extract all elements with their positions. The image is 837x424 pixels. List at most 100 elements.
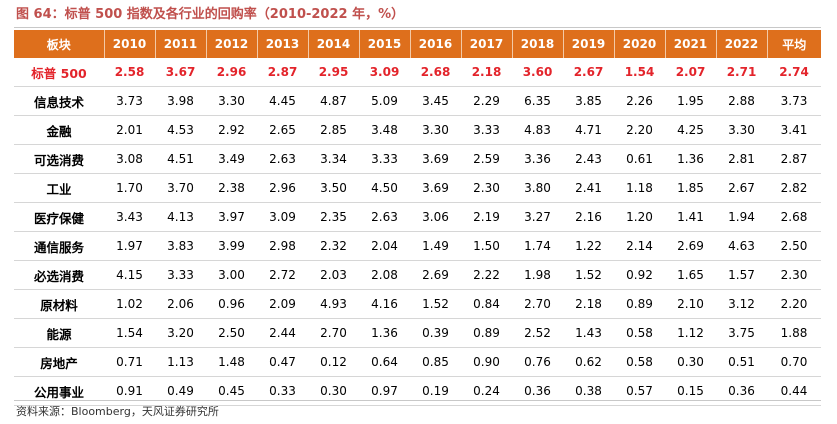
header-cell-year: 2012 [206,30,258,58]
value-cell: 2.69 [665,231,716,261]
average-value-cell: 2.87 [767,144,821,174]
table-row-index: 标普 500 2.58 3.67 2.96 2.87 2.95 3.09 2.68 2.18 3.… [14,58,821,87]
table-row: 可选消费 3.08 4.51 3.49 2.63 3.34 3.33 3.69 2.59 3.36… [14,144,821,174]
value-cell: 1.22 [563,231,614,261]
average-value-cell: 0.70 [767,347,821,377]
top-divider [14,27,821,28]
value-cell: 0.58 [614,347,665,377]
value-cell: 2.81 [716,144,767,174]
value-cell: 1.57 [716,260,767,290]
sector-name-cell: 可选消费 [14,144,104,174]
value-cell: 3.97 [206,202,257,232]
table-row: 信息技术 3.73 3.98 3.30 4.45 4.87 5.09 3.45 2.29 6.35… [14,86,821,116]
value-cell: 3.30 [716,115,767,145]
sector-name-cell: 原材料 [14,289,104,319]
value-cell: 0.89 [614,289,665,319]
sector-name-cell: 房地产 [14,347,104,377]
header-cell-year: 2015 [359,30,411,58]
header-cell-year: 2021 [665,30,717,58]
value-cell: 0.85 [410,347,461,377]
value-cell: 3.20 [155,318,206,348]
average-value-cell: 2.68 [767,202,821,232]
value-cell: 2.50 [206,318,257,348]
value-cell: 2.59 [461,144,512,174]
value-cell: 4.51 [155,144,206,174]
value-cell: 3.27 [512,202,563,232]
value-cell: 1.13 [155,347,206,377]
table-body: 标普 500 2.58 3.67 2.96 2.87 2.95 3.09 2.68 2.18 3.… [14,58,821,406]
value-cell: 2.32 [308,231,359,261]
value-cell: 2.70 [512,289,563,319]
value-cell: 2.09 [257,289,308,319]
value-cell: 2.16 [563,202,614,232]
value-cell: 0.33 [257,376,308,406]
value-cell: 3.85 [563,86,614,116]
value-cell: 0.97 [359,376,410,406]
value-cell: 3.70 [155,173,206,203]
average-value-cell: 0.44 [767,376,821,406]
sector-name-cell: 信息技术 [14,86,104,116]
value-cell: 2.96 [206,58,257,87]
value-cell: 1.43 [563,318,614,348]
table-row: 工业 1.70 3.70 2.38 2.96 3.50 4.50 3.69 2.30 3.80 2.… [14,173,821,203]
table-row: 房地产 0.71 1.13 1.48 0.47 0.12 0.64 0.85 0.90 0.76 0… [14,347,821,377]
value-cell: 0.91 [104,376,155,406]
value-cell: 2.67 [563,58,614,87]
value-cell: 4.83 [512,115,563,145]
value-cell: 1.54 [614,58,665,87]
value-cell: 1.41 [665,202,716,232]
value-cell: 0.45 [206,376,257,406]
header-cell-year: 2019 [563,30,615,58]
value-cell: 0.96 [206,289,257,319]
value-cell: 1.65 [665,260,716,290]
value-cell: 1.12 [665,318,716,348]
value-cell: 1.85 [665,173,716,203]
header-cell-average: 平均 [767,30,821,58]
value-cell: 3.33 [359,144,410,174]
value-cell: 1.70 [104,173,155,203]
value-cell: 0.30 [308,376,359,406]
value-cell: 3.60 [512,58,563,87]
value-cell: 3.69 [410,144,461,174]
sector-name-cell: 公用事业 [14,376,104,406]
value-cell: 2.98 [257,231,308,261]
value-cell: 3.09 [359,58,410,87]
value-cell: 2.63 [359,202,410,232]
value-cell: 1.52 [410,289,461,319]
value-cell: 0.38 [563,376,614,406]
value-cell: 6.35 [512,86,563,116]
value-cell: 3.99 [206,231,257,261]
table-row: 医疗保健 3.43 4.13 3.97 3.09 2.35 2.63 3.06 2.19 3.27… [14,202,821,232]
bottom-divider [14,400,821,401]
value-cell: 0.92 [614,260,665,290]
value-cell: 0.15 [665,376,716,406]
value-cell: 0.39 [410,318,461,348]
sector-name-cell: 金融 [14,115,104,145]
header-cell-year: 2014 [308,30,360,58]
value-cell: 1.49 [410,231,461,261]
value-cell: 2.65 [257,115,308,145]
value-cell: 0.76 [512,347,563,377]
value-cell: 0.90 [461,347,512,377]
value-cell: 3.98 [155,86,206,116]
value-cell: 3.49 [206,144,257,174]
value-cell: 2.18 [563,289,614,319]
value-cell: 2.01 [104,115,155,145]
value-cell: 3.83 [155,231,206,261]
average-value-cell: 2.20 [767,289,821,319]
value-cell: 0.62 [563,347,614,377]
value-cell: 0.84 [461,289,512,319]
sector-name-cell: 通信服务 [14,231,104,261]
value-cell: 4.13 [155,202,206,232]
value-cell: 4.45 [257,86,308,116]
average-value-cell: 2.82 [767,173,821,203]
table-row: 能源 1.54 3.20 2.50 2.44 2.70 1.36 0.39 0.89 2.52 1.… [14,318,821,348]
table-row: 金融 2.01 4.53 2.92 2.65 2.85 3.48 3.30 3.33 4.83 4.… [14,115,821,145]
value-cell: 2.87 [257,58,308,87]
value-cell: 3.69 [410,173,461,203]
value-cell: 4.50 [359,173,410,203]
value-cell: 2.38 [206,173,257,203]
value-cell: 1.97 [104,231,155,261]
value-cell: 3.36 [512,144,563,174]
header-cell-year: 2017 [461,30,513,58]
